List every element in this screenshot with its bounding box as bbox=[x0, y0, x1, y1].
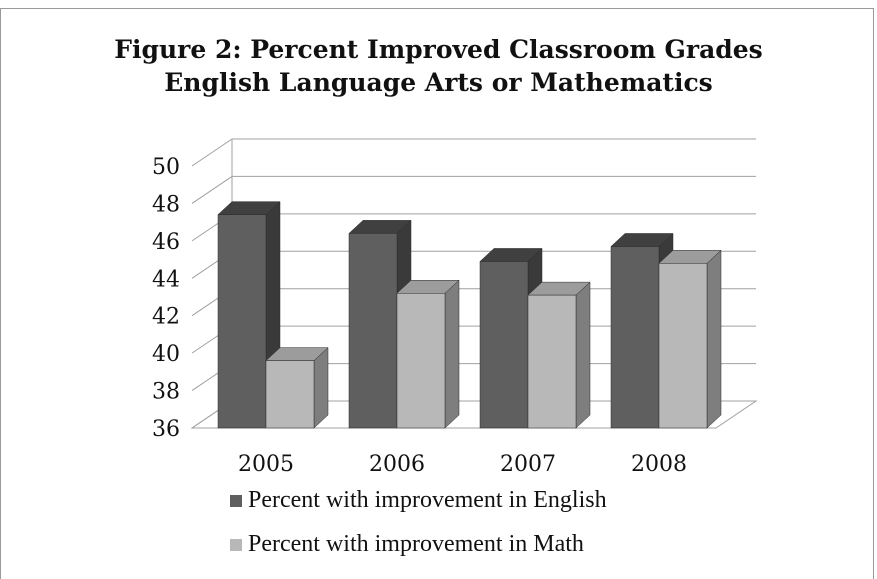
y-tick-label: 50 bbox=[152, 155, 180, 180]
chart-title-line-1: Figure 2: Percent Improved Classroom Gra… bbox=[114, 35, 763, 64]
bar bbox=[527, 294, 577, 429]
legend-label: Percent with improvement in Math bbox=[248, 531, 584, 557]
bar bbox=[396, 293, 446, 429]
x-tick-label: 2006 bbox=[369, 452, 425, 477]
y-tick-label: 38 bbox=[152, 380, 180, 405]
x-tick-label: 2008 bbox=[631, 452, 687, 477]
gridline-diagonal bbox=[191, 138, 233, 167]
x-tick-label: 2005 bbox=[238, 452, 294, 477]
legend: Percent with improvement in English Perce… bbox=[230, 487, 607, 557]
y-tick-label: 46 bbox=[152, 230, 180, 255]
bar-side bbox=[313, 347, 329, 429]
y-tick-label: 48 bbox=[152, 192, 180, 217]
chart-title-line-2: English Language Arts or Mathematics bbox=[164, 68, 713, 97]
bar bbox=[479, 261, 529, 429]
legend-swatch bbox=[230, 539, 242, 551]
bar bbox=[658, 263, 708, 429]
x-tick-label: 2007 bbox=[500, 452, 556, 477]
frame-top-border bbox=[0, 8, 874, 9]
frame-right-border bbox=[873, 8, 874, 579]
legend-label: Percent with improvement in English bbox=[248, 487, 607, 513]
y-tick-label: 40 bbox=[152, 342, 180, 367]
bar bbox=[217, 214, 267, 429]
y-tick-label: 44 bbox=[152, 267, 180, 292]
bar-side bbox=[575, 281, 591, 429]
y-axis-ticks: 36 38 40 42 44 46 48 50 bbox=[152, 155, 180, 442]
bar bbox=[265, 360, 315, 429]
chart-title: Figure 2: Percent Improved Classroom Gra… bbox=[0, 33, 877, 99]
x-axis-ticks: 2005 2006 2007 2008 bbox=[238, 452, 687, 477]
bar-side bbox=[706, 249, 722, 429]
frame-left-border bbox=[0, 8, 1, 579]
bar bbox=[610, 246, 660, 429]
bars bbox=[217, 201, 722, 429]
y-tick-label: 42 bbox=[152, 305, 180, 330]
bar-side bbox=[444, 279, 460, 429]
bar bbox=[348, 233, 398, 429]
y-tick-label: 36 bbox=[152, 417, 180, 442]
legend-swatch bbox=[230, 495, 242, 507]
gridline-diagonal bbox=[191, 176, 233, 204]
